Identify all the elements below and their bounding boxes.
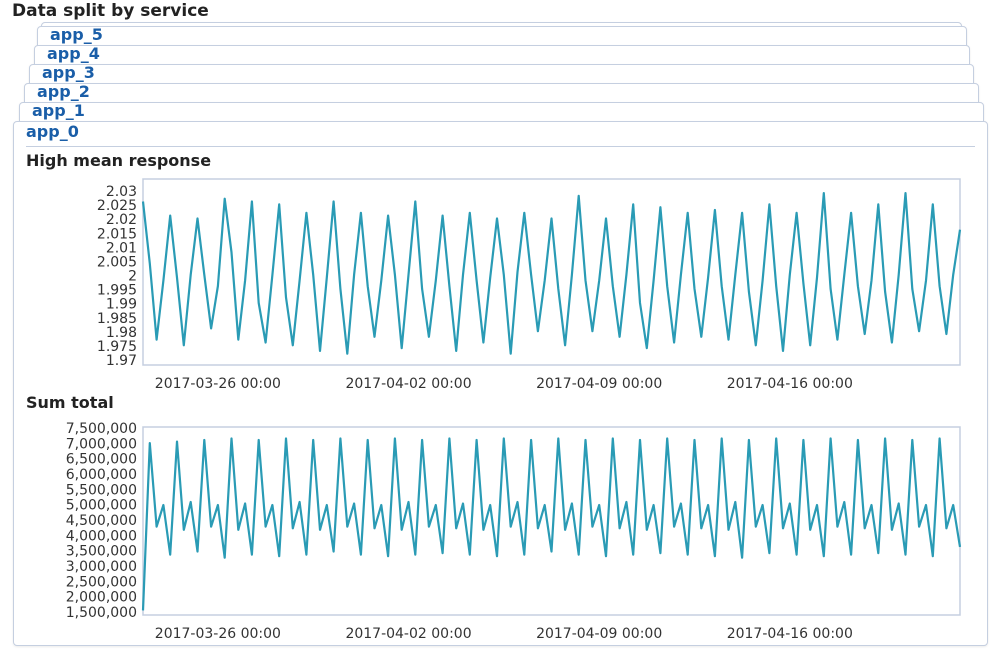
y-tick-label: 4,000,000 [66,528,137,544]
chart-0: 2.032.0252.022.0152.012.00521.9951.991.9… [97,178,962,392]
x-tick-label: 2017-04-16 00:00 [727,626,853,642]
y-tick-label: 1.995 [97,283,137,299]
divider [26,146,975,147]
chart-title-high-mean: High mean response [26,151,212,170]
y-tick-label: 2,000,000 [66,590,137,606]
y-tick-label: 2.025 [97,198,137,214]
series-line [141,437,962,611]
y-tick-label: 1,500,000 [66,605,137,621]
y-tick-label: 1.99 [106,297,137,313]
y-tick-label: 2,500,000 [66,574,137,590]
y-tick-label: 5,500,000 [66,482,137,498]
y-tick-label: 2.02 [106,212,137,228]
y-tick-label: 1.97 [106,353,137,369]
y-tick-label: 5,000,000 [66,498,137,514]
y-tick-label: 2.01 [106,240,137,256]
y-tick-label: 2 [128,269,137,285]
page-title: Data split by service [12,1,209,21]
tab-label: app_1 [32,101,85,120]
tab-label-app-0[interactable]: app_0 [26,122,79,141]
y-tick-label: 6,500,000 [66,452,137,468]
y-tick-label: 1.985 [97,311,137,327]
y-tick-label: 2.005 [97,254,137,270]
y-tick-label: 7,500,000 [66,421,137,437]
tab-label: app_2 [37,82,90,101]
x-tick-label: 2017-04-02 00:00 [345,376,471,392]
tab-label: app_4 [47,44,100,63]
y-tick-label: 7,000,000 [66,436,137,452]
x-tick-label: 2017-03-26 00:00 [155,376,281,392]
y-tick-label: 2.015 [97,226,137,242]
y-tick-label: 2.03 [106,184,137,200]
y-tick-label: 3,000,000 [66,559,137,575]
tab-label: app_5 [50,25,103,44]
y-tick-label: 1.975 [97,339,137,355]
chart-1: 7,500,0007,000,0006,500,0006,000,0005,50… [66,421,962,642]
y-tick-label: 3,500,000 [66,544,137,560]
chart-title-sum-total: Sum total [26,393,114,412]
x-tick-label: 2017-04-09 00:00 [536,626,662,642]
plot-frame [142,178,961,366]
x-tick-label: 2017-04-16 00:00 [727,376,853,392]
series-line [141,192,962,355]
y-tick-label: 6,000,000 [66,467,137,483]
x-tick-label: 2017-04-02 00:00 [345,626,471,642]
y-tick-label: 4,500,000 [66,513,137,529]
y-tick-label: 1.98 [106,325,137,341]
x-tick-label: 2017-03-26 00:00 [155,626,281,642]
plot-frame [142,426,961,616]
x-tick-label: 2017-04-09 00:00 [536,376,662,392]
tab-label: app_3 [42,63,95,82]
